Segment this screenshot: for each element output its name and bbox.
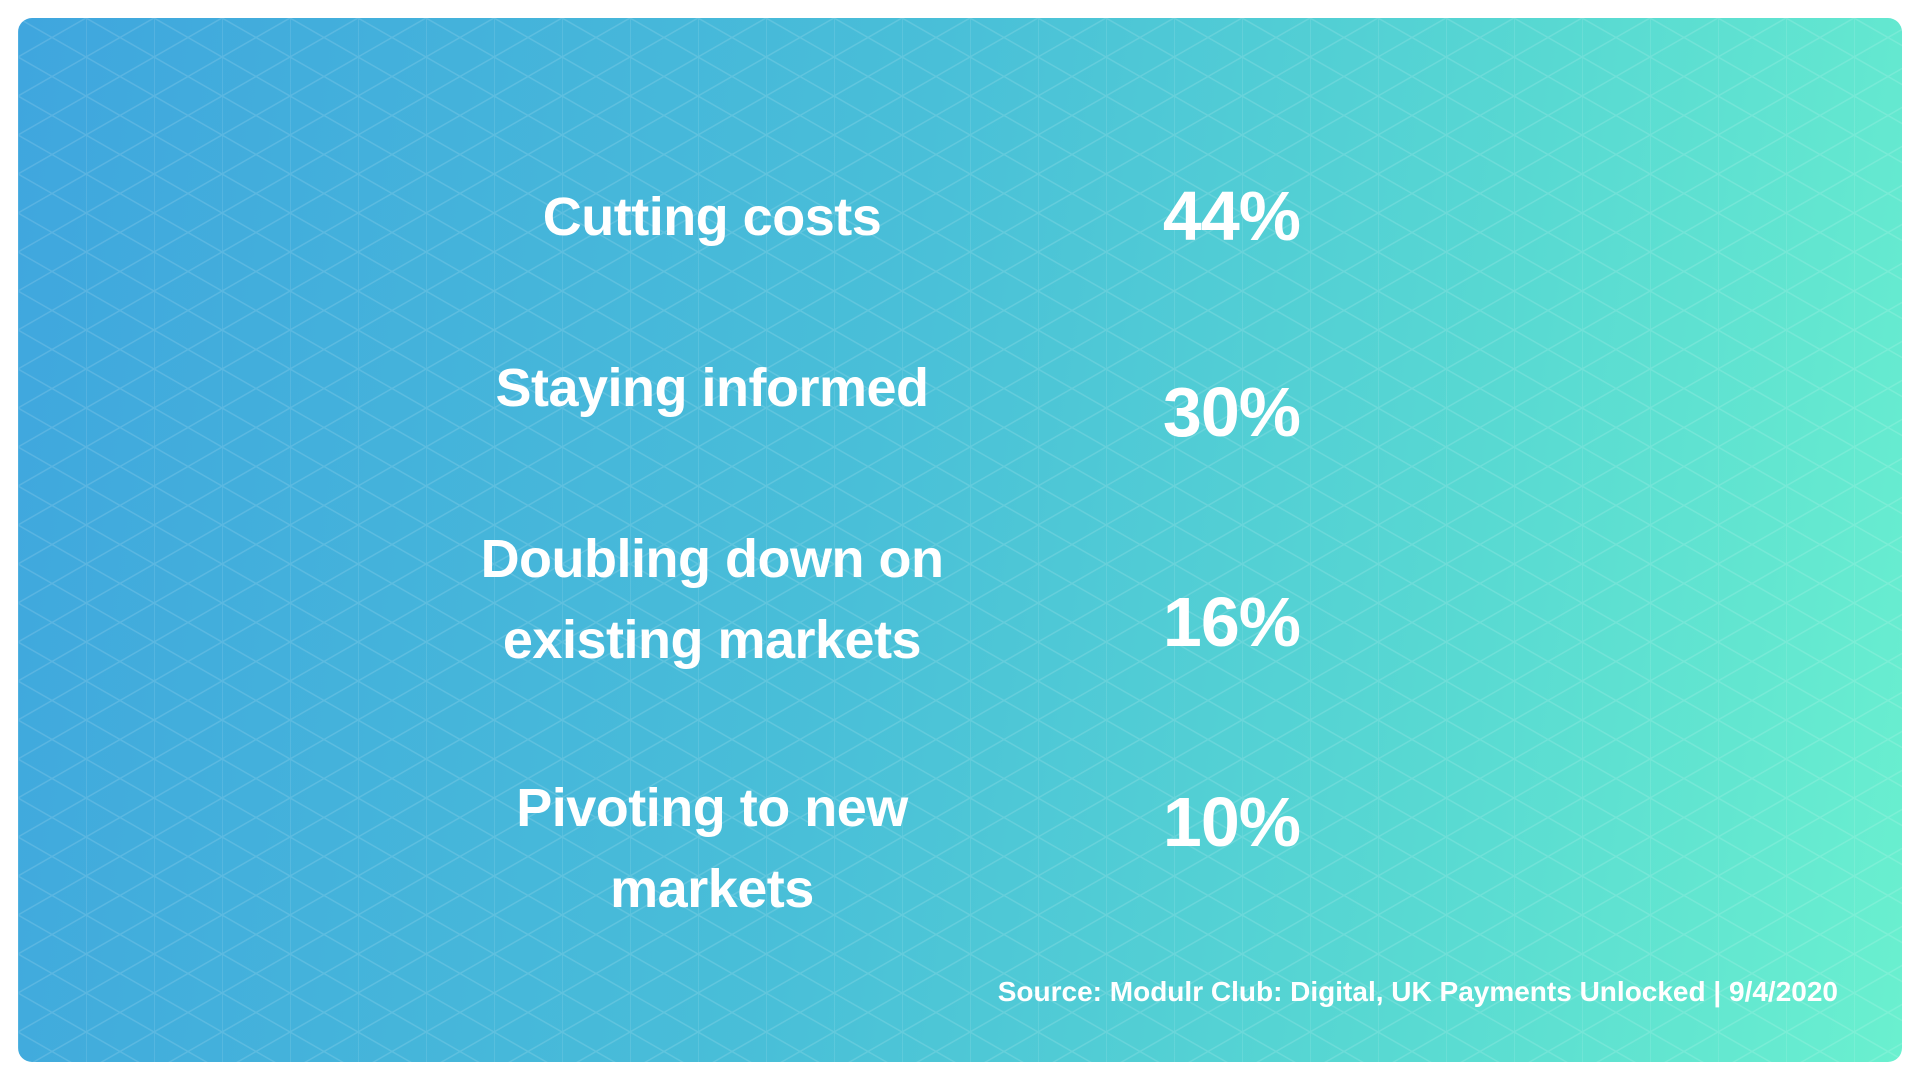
stat-value-doubling-down: 16% <box>1162 583 1301 661</box>
stat-label-staying-informed: Staying informed <box>495 358 929 418</box>
stat-value-pivoting: 10% <box>1162 783 1301 861</box>
stat-label-cutting-costs: Cutting costs <box>542 187 882 247</box>
source-citation: Source: Modulr Club: Digital, UK Payment… <box>997 976 1838 1007</box>
stat-value-cutting-costs: 44% <box>1162 177 1301 255</box>
stat-label-doubling-down: Doubling down on existing markets <box>480 529 944 670</box>
triangle-grid-pattern <box>18 18 1902 1062</box>
stat-card: Cutting costs 44% Staying informed 30% D… <box>18 18 1902 1062</box>
stat-value-staying-informed: 30% <box>1162 373 1301 451</box>
stat-label-pivoting: Pivoting to new markets <box>516 778 908 919</box>
